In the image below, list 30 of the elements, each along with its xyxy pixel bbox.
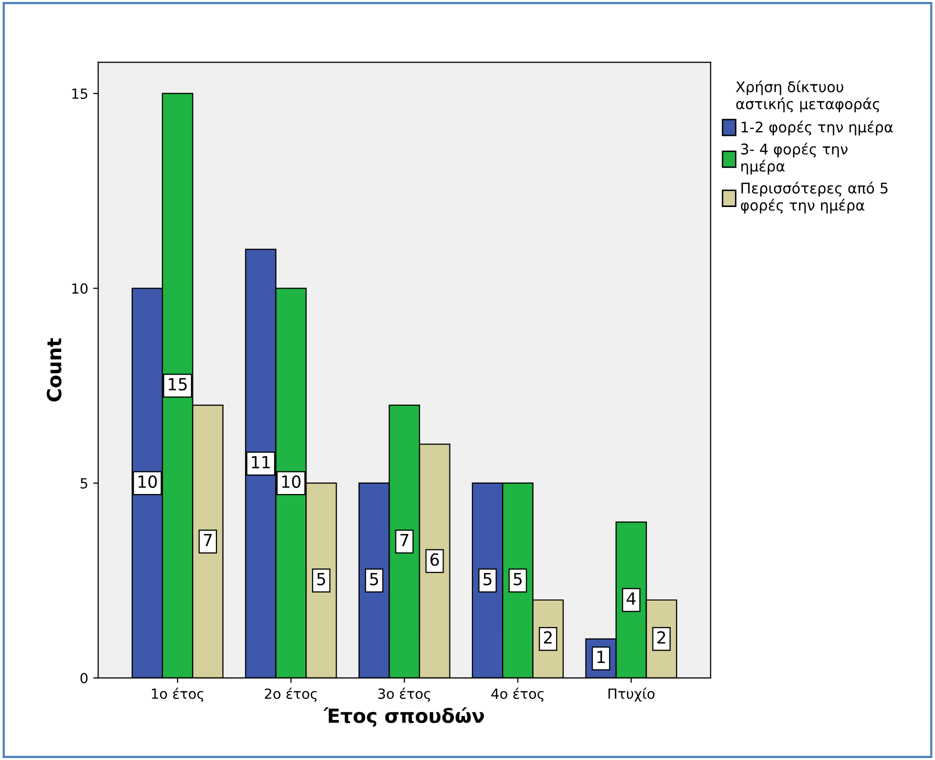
data-label: 10 (282, 475, 300, 488)
legend-title: Χρήση δίκτυου αστικής μεταφοράς (736, 80, 880, 112)
data-label: 7 (204, 534, 212, 546)
data-label: 5 (514, 572, 522, 586)
data-label: 4 (626, 592, 636, 605)
data-label: 6 (430, 553, 439, 566)
data-label: 11 (252, 456, 270, 468)
x-tick-label: 3ο έτος (378, 688, 430, 702)
data-label: 2 (544, 631, 552, 644)
y-tick-label: 0 (80, 672, 88, 684)
legend-label: Περισσότερες από 5 φορές την ημέρα (740, 182, 888, 214)
x-tick-label: 2ο έτος (264, 688, 317, 702)
x-tick-label: Πτυχίο (608, 688, 654, 702)
y-tick-label: 15 (72, 88, 88, 99)
y-tick-label: 10 (72, 283, 88, 294)
data-label: 2 (657, 631, 666, 644)
data-label: 10 (138, 475, 157, 488)
data-label: 5 (484, 572, 492, 586)
x-axis-title: Έτος σπουδών (323, 707, 484, 727)
x-tick-label: 4ο έτος (491, 688, 544, 702)
y-axis-title: Count (46, 338, 62, 402)
data-label: 1 (597, 650, 605, 664)
data-label: 5 (317, 572, 326, 586)
legend-label: 3- 4 φορές την ημέρα (741, 142, 848, 174)
x-tick-label: 1ο έτος (152, 688, 204, 702)
legend-label: 1-2 φορές την ημέρα (742, 120, 893, 136)
data-label: 5 (370, 572, 378, 586)
data-label: 7 (400, 534, 408, 546)
y-tick-label: 5 (80, 478, 88, 489)
data-label: 15 (168, 378, 187, 391)
